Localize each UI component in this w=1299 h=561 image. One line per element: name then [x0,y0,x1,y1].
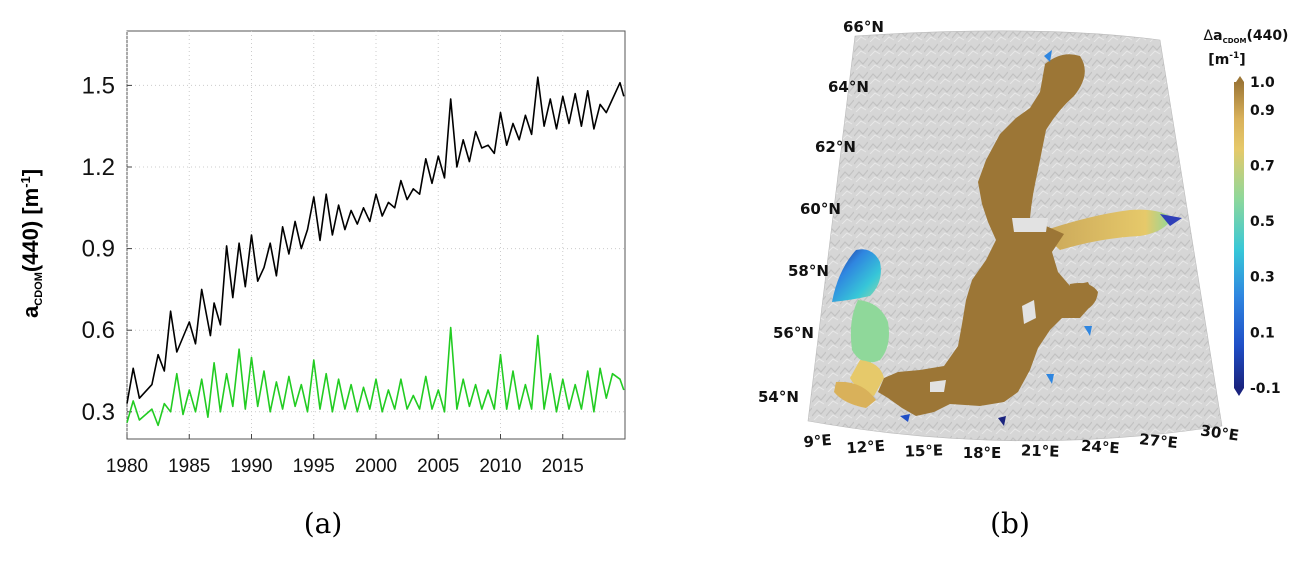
baltic-sea-main [878,54,1096,416]
western-baltic [834,381,876,408]
y-axis-label: aCDOM(440) [m-1] [18,169,45,318]
panel-b-caption: (b) [990,507,1030,540]
lon-label: 30°E [1199,421,1240,444]
x-tick-label: 2010 [479,456,521,477]
x-tick-label: 1990 [230,456,272,477]
lat-label: 62°N [815,138,856,156]
y-tick-label: 0.9 [82,236,115,263]
latitude-labels: 66°N 64°N 62°N 60°N 58°N 56°N 54°N [758,18,884,406]
lon-label: 21°E [1021,441,1060,460]
series-lines [126,76,625,427]
lon-label: 27°E [1138,430,1178,452]
coastal-patch [1046,374,1054,384]
colorbar-unit: [m-1] [1208,51,1245,68]
lat-label: 56°N [773,324,814,342]
gotland-island [1022,300,1036,324]
line-chart-panel: 0.3 0.6 0.9 1.2 1.5 1980 1985 1990 1995 2000 2005… [18,30,626,540]
x-tick-label: 1995 [293,456,335,477]
y-tick-label: 1.2 [82,154,115,181]
colorbar-ticks: 1.0 0.9 0.7 0.5 0.3 0.1 -0.1 [1250,75,1281,397]
lat-label: 58°N [788,262,829,280]
colorbar-min-arrow [1234,388,1244,396]
coastal-patch [1044,50,1052,62]
colorbar-tick-label: 0.7 [1250,158,1275,174]
lon-label: 9°E [803,431,833,451]
map-panel: 66°N 64°N 62°N 60°N 58°N 56°N 54°N 9°E 12°E 15°E… [758,18,1288,540]
lat-label: 60°N [800,200,841,218]
colorbar-tick-label: 0.3 [1250,270,1275,286]
x-tick-label: 2015 [542,456,584,477]
x-tick-label: 2000 [355,456,397,477]
bornholm-island [930,380,946,392]
gulf-of-finland-edge [1160,214,1182,226]
lat-label: 64°N [828,78,869,96]
lon-label: 12°E [846,437,886,458]
lat-label: 54°N [758,388,799,406]
colorbar-tick-label: 1.0 [1250,75,1275,91]
lon-label: 24°E [1080,437,1120,458]
kattegat [850,300,889,363]
grid-lines [126,31,625,439]
colorbar [1234,82,1244,388]
colorbar-tick-label: 0.5 [1250,214,1275,230]
panel-a-caption: (a) [304,507,343,540]
x-tick-label: 2005 [417,456,459,477]
x-tick-label: 1980 [106,456,148,477]
coastal-patch [1084,326,1092,336]
lon-label: 18°E [963,444,1002,462]
lat-label: 66°N [843,18,884,36]
series-line-black [126,76,625,404]
skagerrak [832,249,881,302]
gulf-of-riga [1069,283,1098,312]
coastal-patch [900,414,910,422]
y-axis-ticks: 0.3 0.6 0.9 1.2 1.5 [82,72,132,426]
colorbar-title: ΔaCDOM(440) [1204,28,1289,45]
aland-islands [1012,218,1048,232]
y-tick-label: 0.6 [82,317,115,344]
series-line-green [126,326,625,427]
colorbar-tick-label: 0.9 [1250,103,1275,119]
y-tick-label: 1.5 [82,72,115,99]
lon-label: 15°E [904,441,943,460]
colorbar-tick-label: -0.1 [1250,381,1281,397]
colorbar-max-arrow [1236,76,1244,82]
coastal-patch [998,416,1006,426]
colorbar-tick-label: 0.1 [1250,325,1275,341]
y-tick-label: 0.3 [82,399,115,426]
x-axis-ticks: 1980 1985 1990 1995 2000 2005 2010 2015 [106,434,584,477]
longitude-labels: 9°E 12°E 15°E 18°E 21°E 24°E 27°E 30°E [803,421,1240,462]
gulf-of-finland [1040,209,1172,250]
x-tick-label: 1985 [168,456,210,477]
